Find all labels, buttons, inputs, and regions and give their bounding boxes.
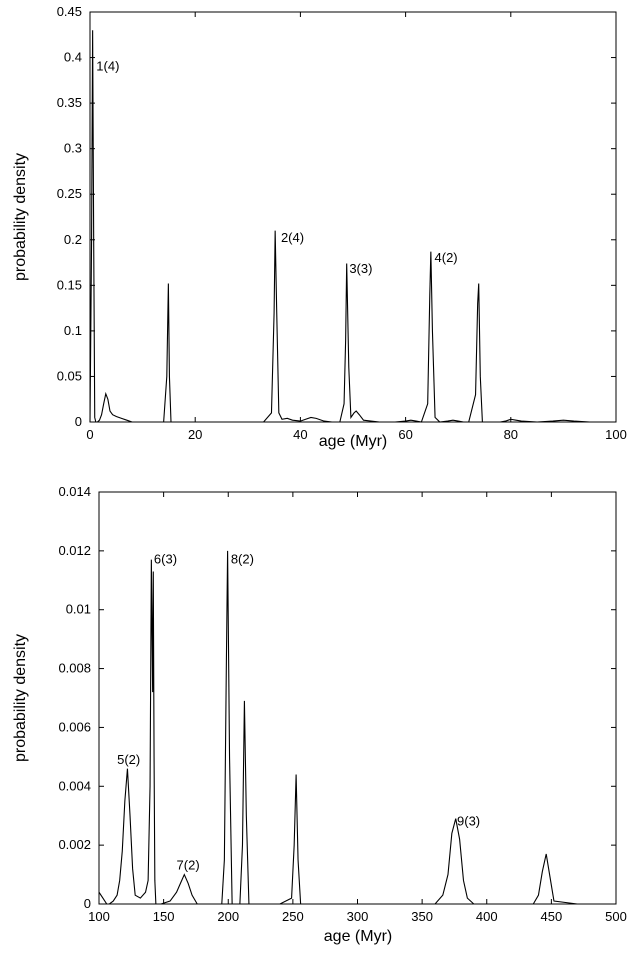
bottom-axis-ticks: 100 150 200 250 300 350 400 450 500 0 0.002 0.004 0.…	[58, 484, 626, 924]
bottom-peak-annotation: 8(2)	[231, 552, 254, 567]
top-axis-ticks: 0 20 40 60 80 100 0 0.05 0.1 0.15 0.2 0.25 0.3 0.35 0.…	[57, 4, 627, 442]
top-y-axis-label: probability density	[12, 153, 29, 281]
bottom-x-tick-label: 300	[347, 909, 369, 924]
top-y-tick-label: 0.1	[64, 323, 82, 338]
bottom-series-line	[98, 550, 616, 905]
top-x-tick-label: 40	[293, 427, 307, 442]
bottom-peak-annotation: 6(3)	[154, 552, 177, 567]
top-peak-annotation: 3(3)	[349, 261, 372, 276]
bottom-y-tick-label: 0.002	[58, 837, 91, 852]
bottom-peak-annotation: 7(2)	[177, 858, 200, 873]
bottom-x-axis-label: age (Myr)	[324, 928, 392, 945]
top-x-tick-label: 80	[504, 427, 518, 442]
top-y-tick-label: 0.4	[64, 50, 82, 65]
bottom-x-tick-label: 100	[88, 909, 110, 924]
bottom-y-tick-label: 0.004	[58, 778, 91, 793]
bottom-x-tick-label: 150	[153, 909, 175, 924]
top-x-tick-label: 60	[398, 427, 412, 442]
bottom-chart-panel: 100 150 200 250 300 350 400 450 500 0 0.002 0.004 0.…	[12, 484, 627, 945]
top-peak-annotation: 4(2)	[435, 250, 458, 265]
bottom-y-tick-label: 0.014	[58, 484, 91, 499]
top-peak-annotations: 1(4) 2(4) 3(3) 4(2)	[96, 59, 457, 276]
bottom-peak-annotation: 5(2)	[117, 752, 140, 767]
top-y-tick-label: 0.35	[57, 95, 82, 110]
bottom-y-tick-label: 0.006	[58, 719, 91, 734]
top-y-tick-label: 0.05	[57, 368, 82, 383]
top-peak-annotation: 1(4)	[96, 59, 119, 74]
top-chart-panel: 0 20 40 60 80 100 0 0.05 0.1 0.15 0.2 0.25 0.3 0.35 0.…	[12, 4, 627, 450]
bottom-y-tick-label: 0.01	[66, 602, 91, 617]
bottom-y-axis-label: probability density	[12, 634, 29, 762]
top-peak-annotation: 2(4)	[281, 230, 304, 245]
bottom-y-tick-label: 0.012	[58, 543, 91, 558]
top-y-tick-label: 0.25	[57, 186, 82, 201]
top-x-axis-label: age (Myr)	[319, 433, 387, 450]
top-y-tick-label: 0.2	[64, 232, 82, 247]
bottom-x-tick-label: 350	[411, 909, 433, 924]
top-x-tick-label: 20	[188, 427, 202, 442]
bottom-x-tick-label: 400	[476, 909, 498, 924]
top-y-tick-label: 0.3	[64, 141, 82, 156]
bottom-y-tick-label: 0	[84, 896, 91, 911]
bottom-x-tick-label: 500	[605, 909, 627, 924]
top-series-line	[89, 30, 616, 423]
top-y-tick-label: 0.15	[57, 277, 82, 292]
bottom-x-tick-label: 450	[541, 909, 563, 924]
bottom-x-tick-label: 200	[217, 909, 239, 924]
bottom-peak-annotations: 5(2) 6(3) 7(2) 8(2) 9(3)	[117, 552, 480, 873]
top-x-tick-label: 100	[605, 427, 627, 442]
top-plot-frame	[89, 11, 617, 423]
top-y-tick-label: 0.45	[57, 4, 82, 19]
top-y-tick-label: 0	[75, 414, 82, 429]
bottom-peak-annotation: 9(3)	[457, 814, 480, 829]
bottom-y-tick-label: 0.008	[58, 661, 91, 676]
top-x-tick-label: 0	[86, 427, 93, 442]
bottom-x-tick-label: 250	[282, 909, 304, 924]
